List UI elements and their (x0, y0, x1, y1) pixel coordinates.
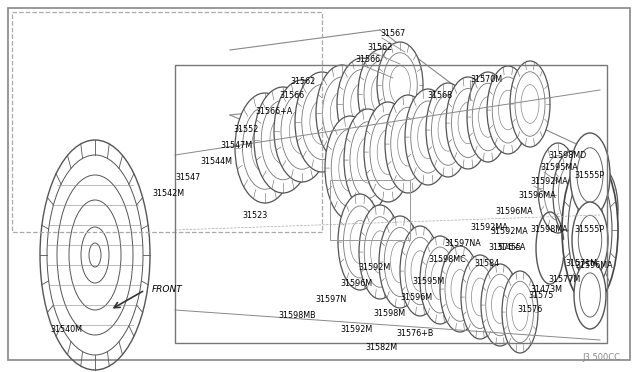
Text: 31598M: 31598M (373, 310, 405, 318)
Text: 31571M: 31571M (565, 260, 597, 269)
Ellipse shape (440, 246, 480, 332)
Text: 31566+A: 31566+A (255, 108, 292, 116)
Text: 31570M: 31570M (470, 76, 502, 84)
Ellipse shape (461, 255, 499, 339)
Text: 31473M: 31473M (530, 285, 562, 295)
Text: 31576+A: 31576+A (488, 244, 525, 253)
Text: 31542M: 31542M (152, 189, 184, 199)
Ellipse shape (379, 216, 421, 308)
Ellipse shape (502, 271, 538, 353)
Text: 31597N: 31597N (315, 295, 346, 305)
Text: 31523: 31523 (242, 211, 268, 219)
Text: J3 500CC: J3 500CC (582, 353, 620, 362)
Text: 31576: 31576 (517, 305, 542, 314)
Ellipse shape (570, 133, 610, 217)
Text: 31596MA: 31596MA (575, 260, 612, 269)
Ellipse shape (567, 159, 605, 245)
Text: 31555P: 31555P (574, 170, 604, 180)
Ellipse shape (364, 102, 412, 202)
Text: 31592MA: 31592MA (470, 224, 508, 232)
Text: 31566: 31566 (279, 92, 304, 100)
Ellipse shape (325, 116, 375, 220)
Text: 31455: 31455 (496, 244, 521, 253)
Text: 31562: 31562 (367, 42, 392, 51)
Ellipse shape (295, 72, 349, 172)
Text: 31592M: 31592M (358, 263, 390, 273)
Text: 31582M: 31582M (365, 343, 397, 353)
Ellipse shape (582, 167, 618, 251)
Text: 31592MA: 31592MA (530, 177, 568, 186)
Ellipse shape (572, 202, 608, 278)
Text: 31592M: 31592M (340, 326, 372, 334)
Text: 31592MA: 31592MA (490, 228, 528, 237)
Ellipse shape (338, 194, 382, 290)
Ellipse shape (377, 42, 423, 128)
Text: FRONT: FRONT (152, 285, 183, 295)
Ellipse shape (235, 93, 295, 203)
Ellipse shape (344, 109, 392, 211)
Text: 31577M: 31577M (548, 276, 580, 285)
Text: 31544M: 31544M (200, 157, 232, 167)
Text: 31598MD: 31598MD (548, 151, 586, 160)
Text: 31576+B: 31576+B (396, 330, 433, 339)
Ellipse shape (510, 61, 550, 147)
Text: 31598MB: 31598MB (278, 311, 316, 321)
Text: 31540M: 31540M (50, 326, 82, 334)
Ellipse shape (337, 58, 387, 150)
Ellipse shape (385, 95, 431, 193)
Text: 31596M: 31596M (340, 279, 372, 289)
Bar (330, 180, 410, 240)
Text: 31584: 31584 (474, 260, 499, 269)
Text: 31596M: 31596M (400, 294, 432, 302)
Ellipse shape (426, 83, 470, 177)
Ellipse shape (487, 66, 529, 154)
Text: 31547M: 31547M (220, 141, 252, 151)
Ellipse shape (420, 236, 460, 324)
Text: 31555P: 31555P (574, 225, 604, 234)
Text: 31547: 31547 (175, 173, 200, 183)
Ellipse shape (467, 72, 509, 162)
Text: 31575: 31575 (528, 291, 554, 299)
Bar (175, 65, 607, 343)
Ellipse shape (405, 89, 451, 185)
Text: 31566: 31566 (355, 55, 380, 64)
Ellipse shape (359, 205, 401, 299)
Ellipse shape (254, 87, 312, 193)
Text: 31562: 31562 (290, 77, 316, 87)
Text: 31597NA: 31597NA (444, 240, 481, 248)
Text: 31598MC: 31598MC (428, 256, 466, 264)
Text: 31595MA: 31595MA (540, 164, 578, 173)
Text: 31567: 31567 (380, 29, 405, 38)
Ellipse shape (446, 77, 490, 169)
Ellipse shape (562, 155, 618, 305)
Ellipse shape (274, 80, 330, 182)
Text: 31568: 31568 (427, 90, 452, 99)
Text: 31595M: 31595M (412, 278, 444, 286)
Text: 31598MA: 31598MA (530, 225, 568, 234)
Text: 31596MA: 31596MA (518, 192, 556, 201)
Text: 31552: 31552 (233, 125, 259, 135)
Ellipse shape (358, 49, 406, 139)
Bar (12, 12, 322, 232)
Ellipse shape (400, 226, 440, 316)
Ellipse shape (481, 264, 519, 346)
Ellipse shape (553, 151, 591, 239)
Ellipse shape (316, 65, 368, 161)
Ellipse shape (574, 261, 606, 329)
Text: 31596MA: 31596MA (495, 208, 532, 217)
Ellipse shape (538, 143, 578, 233)
